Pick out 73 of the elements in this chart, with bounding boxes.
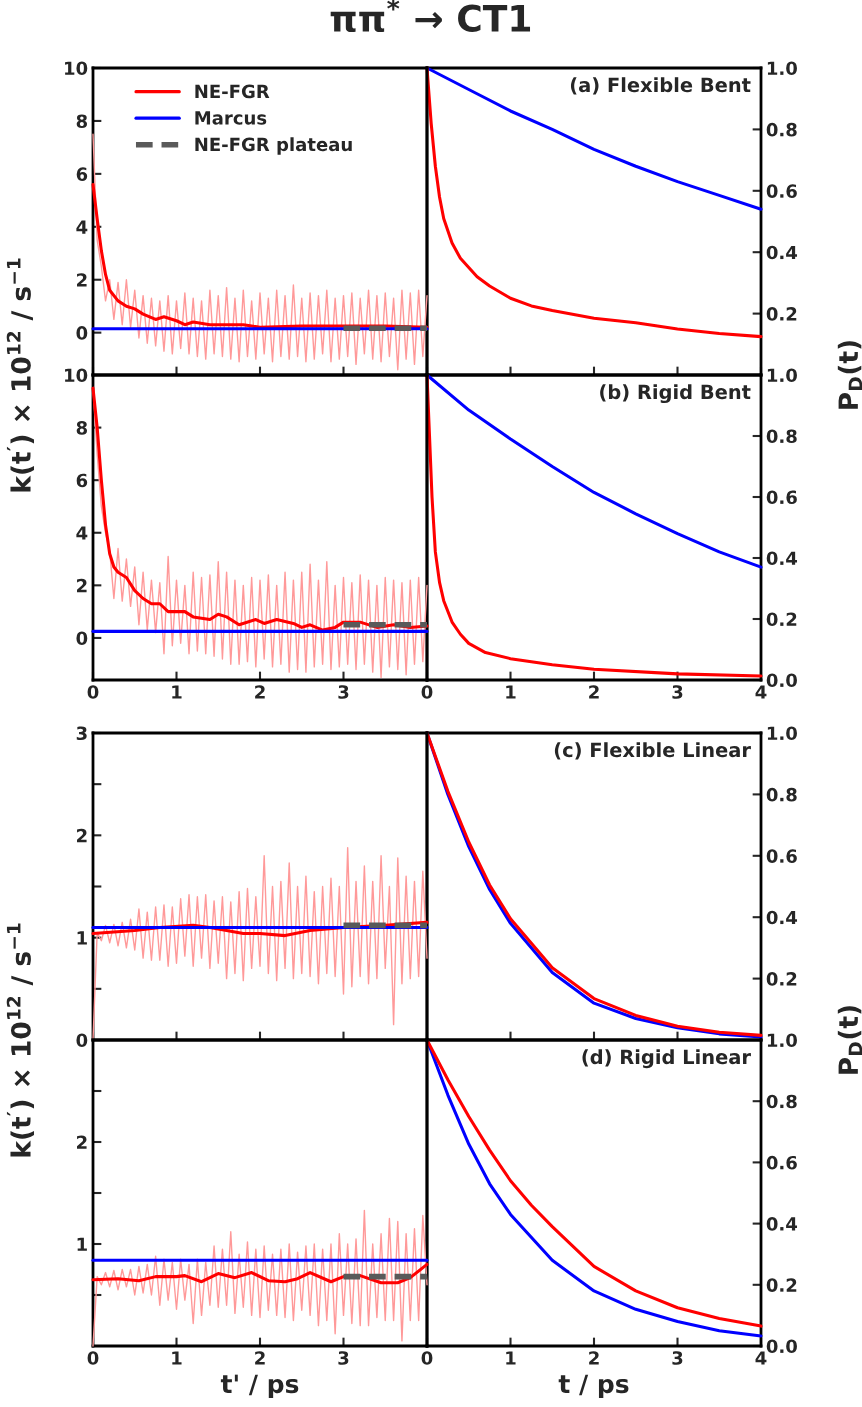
annotation: (c) Flexible Linear: [554, 742, 751, 760]
annotation: (d) Rigid Linear: [582, 1049, 751, 1069]
x-tick-label: 2: [589, 1351, 599, 1365]
legend-label: NE-FGR: [195, 84, 270, 99]
y-tick-label: 10: [65, 61, 88, 76]
y-tick-label: 0: [76, 326, 88, 340]
y-tick-label: 0.6: [766, 184, 797, 198]
y-tick-label: 1.0: [767, 1033, 797, 1048]
y-tick-label: 0.4: [766, 245, 798, 260]
x-tick-label: 4: [755, 1351, 767, 1365]
x-tick-label: 2: [255, 685, 265, 699]
annotation: (a) Flexible Bent: [570, 77, 751, 95]
y-tick-label: 0.2: [766, 972, 797, 986]
x-tick-label: 4: [755, 685, 767, 699]
x-tick-label: 2: [255, 1351, 265, 1365]
y-tick-label: 1: [77, 931, 87, 945]
y-tick-label: 0.2: [766, 612, 797, 627]
x-tick-label: 3: [338, 685, 349, 699]
y-axis-title: k(t$^{′}$) × 10$^{12}$ / s$^{−1}$: [6, 923, 35, 1157]
x-axis-title: t' / ps: [220, 1374, 299, 1399]
x-tick-label: 0: [421, 1351, 433, 1365]
x-tick-label: 3: [672, 685, 683, 699]
y-tick-label: 0.0: [766, 1339, 797, 1354]
x-tick-label: 1: [172, 1351, 182, 1365]
legend-label: NE-FGR plateau: [195, 137, 352, 155]
x-tick-label: 0: [87, 685, 99, 699]
y-tick-label: 0.8: [766, 122, 797, 137]
x-tick-label: 3: [672, 1351, 683, 1365]
y-tick-label: 4: [76, 526, 88, 540]
x-tick-label: 1: [172, 685, 182, 699]
y-tick-label: 2: [77, 1135, 87, 1149]
y-tick-label: 0.2: [766, 307, 797, 321]
x-tick-label: 1: [506, 1351, 516, 1365]
line-series: [91, 1262, 429, 1285]
y-tick-label: 1.0: [767, 61, 797, 76]
y-tick-label: 0.4: [766, 551, 798, 566]
y-tick-label: 2: [77, 828, 87, 843]
y-tick-label: 0.8: [766, 787, 797, 802]
line-series: [92, 133, 428, 371]
y-tick-label: 0.4: [766, 1217, 798, 1231]
y-axis-title: P$_{D}$(t): [837, 341, 862, 409]
x-tick-label: 1: [506, 685, 516, 699]
y-tick-label: 1: [77, 1237, 87, 1251]
legend-label: Marcus: [195, 111, 267, 125]
x-axis-title: t / ps: [558, 1374, 629, 1399]
y-tick-label: 1.0: [767, 726, 797, 741]
y-tick-label: 0.8: [766, 1094, 797, 1109]
y-tick-label: 0.2: [766, 1278, 797, 1292]
y-tick-label: 1.0: [767, 368, 797, 383]
y-tick-label: 0.4: [766, 910, 798, 925]
y-tick-label: 0.6: [766, 849, 797, 863]
y-tick-label: 8: [76, 421, 88, 435]
annotation: (b) Rigid Bent: [600, 384, 751, 404]
y-axis-title: P$_{D}$(t): [837, 1006, 862, 1074]
y-axis-title: k(t$^{′}$) × 10$^{12}$ / s$^{−1}$: [6, 258, 35, 492]
y-tick-label: 10: [65, 368, 88, 383]
y-tick-label: 2: [77, 273, 87, 287]
y-tick-label: 3: [76, 726, 87, 741]
y-tick-label: 6: [76, 473, 88, 488]
x-tick-label: 3: [338, 1351, 349, 1365]
y-tick-label: 0.6: [766, 1155, 797, 1170]
y-tick-label: 4: [76, 220, 88, 234]
y-tick-label: 6: [76, 167, 88, 181]
y-tick-label: 0.6: [766, 490, 797, 505]
y-tick-label: 2: [77, 578, 87, 593]
y-tick-label: 8: [76, 114, 88, 129]
y-tick-label: 0: [76, 1033, 88, 1048]
x-tick-label: 0: [87, 1351, 99, 1365]
y-tick-label: 0: [76, 631, 88, 646]
y-tick-label: 0.0: [766, 673, 797, 688]
y-tick-label: 0.8: [766, 429, 797, 444]
x-tick-label: 0: [421, 685, 433, 699]
x-tick-label: 2: [589, 685, 599, 699]
